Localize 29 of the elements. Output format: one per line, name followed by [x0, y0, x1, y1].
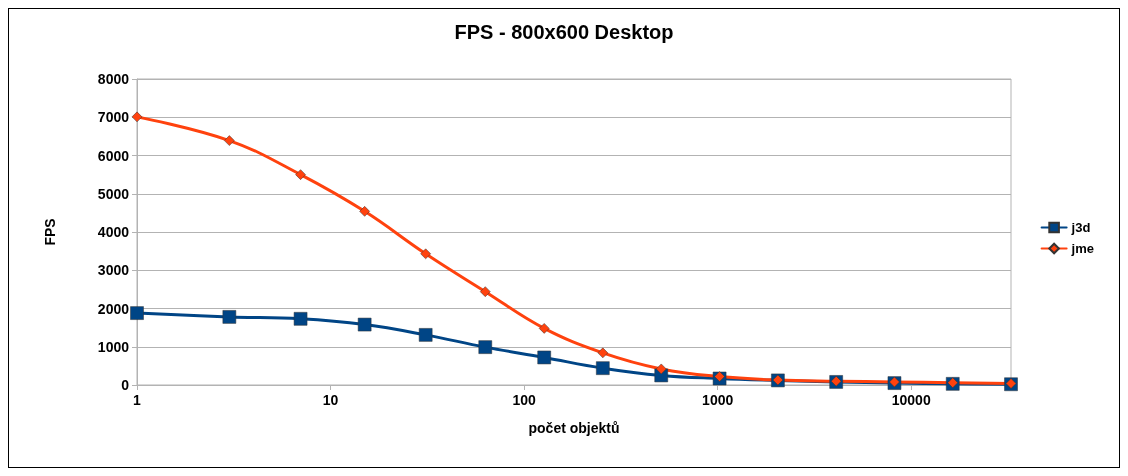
y-tick-label: 3000 [97, 262, 130, 279]
y-tick-label: 2000 [97, 300, 130, 317]
point [538, 323, 550, 334]
y-tick-label: 8000 [97, 71, 130, 87]
x-axis-title: počet objektů [528, 420, 620, 436]
legend-label: jme [1070, 241, 1095, 256]
y-tick-label: 7000 [97, 109, 130, 126]
point [478, 340, 493, 354]
point [480, 286, 491, 297]
x-tick-label: 10 [322, 392, 339, 408]
chart-title: FPS - 800x600 Desktop [454, 21, 674, 43]
legend-label: j3d [1070, 220, 1091, 235]
x-tick-label: 10000 [891, 392, 931, 408]
point [714, 371, 725, 382]
point [537, 350, 551, 365]
point [418, 328, 433, 342]
point [596, 361, 610, 375]
point [597, 347, 609, 359]
x-tick-label: 1000 [702, 392, 734, 408]
y-tick-label: 5000 [97, 185, 130, 202]
y-axis-title: FPS [42, 218, 58, 246]
point [655, 363, 667, 375]
y-tick-label: 4000 [97, 224, 130, 240]
point [420, 248, 431, 260]
x-tick-label: 1 [133, 392, 142, 408]
y-tick-label: 6000 [97, 147, 130, 164]
y-tick-label: 1000 [97, 338, 130, 355]
x-tick-label: 100 [512, 392, 537, 408]
y-tick-label: 0 [121, 377, 130, 393]
